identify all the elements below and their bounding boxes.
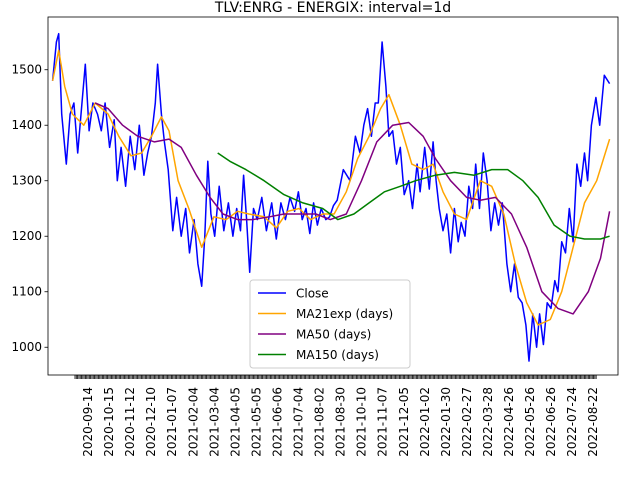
x-tick-label: 2022-06-26: [544, 387, 558, 457]
x-tick-label: 2020-12-10: [144, 387, 158, 457]
x-tick-label: 2021-08-30: [334, 387, 348, 457]
y-tick-label: 1200: [11, 229, 42, 243]
x-tick-label: 2022-01-30: [439, 387, 453, 457]
y-tick-label: 1300: [11, 174, 42, 188]
x-tick-label: 2021-04-05: [228, 387, 242, 457]
x-tick-label: 2022-05-26: [523, 387, 537, 457]
plot-lines: [51, 32, 611, 362]
y-tick-label: 1000: [11, 340, 42, 354]
y-tick-label: 1500: [11, 63, 42, 77]
x-tick-label: 2021-11-07: [376, 387, 390, 457]
axes-frame: [47, 16, 619, 376]
legend: Close MA21exp (days) MA50 (days) MA150 (day…: [249, 279, 411, 369]
x-tick-label: 2021-10-10: [355, 387, 369, 457]
x-tick-label: 2021-02-04: [186, 387, 200, 457]
x-tick-label: 2021-12-05: [397, 387, 411, 457]
chart-title: TLV:ENRG - ENERGIX: interval=1d: [214, 0, 451, 16]
x-tick-label: 2021-08-02: [313, 387, 327, 457]
x-tick-label: 2021-07-04: [292, 387, 306, 457]
x-tick-label: 2020-09-14: [81, 387, 95, 457]
legend-box: [249, 279, 411, 369]
x-tick-label: 2022-08-22: [586, 387, 600, 457]
series-line-3: [217, 152, 610, 240]
x-tick-label: 2021-03-04: [207, 387, 221, 457]
x-tick-label: 2021-06-06: [271, 387, 285, 457]
y-tick-label: 1400: [11, 118, 42, 132]
x-minor-ticks: [74, 375, 597, 379]
y-axis: 1000 1100 1200 1300 1400 1500: [11, 63, 48, 354]
x-tick-label: 2021-01-07: [165, 387, 179, 457]
y-tick-label: 1100: [11, 285, 42, 299]
series-line-0: [51, 32, 611, 362]
x-tick-label: 2020-11-12: [123, 387, 137, 457]
x-tick-label: 2022-07-24: [565, 387, 579, 457]
legend-label: MA150 (days): [296, 348, 379, 362]
x-tick-label: 2022-02-27: [460, 387, 474, 457]
series-line-1: [51, 49, 611, 326]
x-tick-label: 2022-01-02: [418, 387, 432, 457]
x-axis: 2020-09-14 2020-10-15 2020-11-12 2020-12-10…: [74, 375, 600, 457]
legend-label: MA21exp (days): [296, 307, 393, 321]
legend-label: MA50 (days): [296, 328, 371, 342]
x-tick-label: 2022-04-26: [502, 387, 516, 457]
legend-label: Close: [296, 287, 329, 301]
series-line-2: [94, 102, 611, 315]
x-tick-label: 2020-10-15: [102, 387, 116, 457]
x-tick-label: 2022-03-28: [481, 387, 495, 457]
x-tick-label: 2021-05-05: [249, 387, 263, 457]
